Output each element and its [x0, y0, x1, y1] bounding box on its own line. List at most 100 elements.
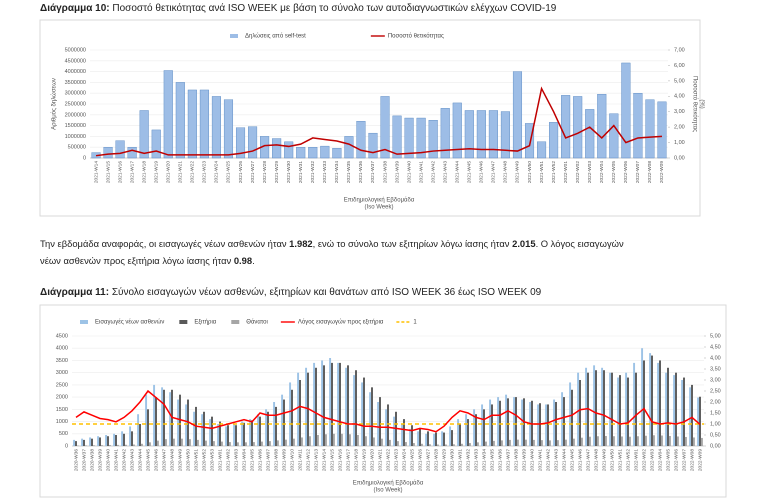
x-tick-label: 2021-W34: [481, 449, 487, 471]
x-tick-label: 2021-W08: [273, 449, 279, 471]
legend-label: Εισαγωγές νέων ασθενών: [95, 319, 164, 326]
bar: [617, 377, 620, 446]
bar: [177, 399, 180, 446]
bar: [353, 375, 356, 446]
bar: [107, 436, 109, 446]
bar: [547, 404, 549, 446]
y-tick-label: 5000000: [65, 47, 86, 53]
x-tick-label: 2020-W38: [89, 449, 95, 471]
x-tick-label: 2021-W52: [625, 449, 631, 471]
bar: [645, 99, 655, 159]
x-tick-label: 2021-W28: [433, 449, 439, 471]
x-tick-label: 2022-W01: [563, 161, 569, 183]
bar: [699, 396, 701, 446]
bar: [428, 444, 431, 446]
x-tick-label: 2021-W15: [329, 449, 335, 471]
x-tick-label: 2021-W32: [310, 161, 316, 183]
x-tick-label: 2021-W50: [527, 161, 533, 183]
legend-label: Θάνατοι: [246, 319, 268, 326]
bar: [500, 440, 503, 446]
x-tick-label: 2021-W27: [250, 161, 256, 183]
bar: [404, 117, 414, 159]
y-tick-label: 2000: [56, 395, 68, 401]
y2-tick-label: 1,00: [674, 140, 685, 146]
legend-swatch: [80, 320, 88, 324]
x-axis-title: (Iso Week): [365, 205, 394, 211]
bar: [249, 419, 252, 446]
bar: [265, 409, 268, 446]
x-tick-label: 2021-W51: [617, 449, 623, 471]
bar: [108, 445, 111, 446]
bar: [291, 389, 293, 446]
bar: [409, 428, 412, 446]
x-tick-label: 2020-W49: [177, 449, 183, 471]
y-tick-label: 4500000: [65, 58, 86, 64]
x-tick-label: 2021-W38: [513, 449, 519, 471]
bar: [475, 414, 477, 446]
x-tick-label: 2021-W24: [214, 161, 220, 183]
bar: [292, 438, 295, 446]
bar: [644, 435, 647, 446]
x-tick-label: 2021-W12: [305, 449, 311, 471]
bar: [99, 437, 101, 446]
x-tick-label: 2021-W22: [385, 449, 391, 471]
y-tick-label: 0: [65, 443, 68, 449]
x-tick-label: 2021-W24: [401, 449, 407, 471]
bar: [508, 439, 511, 446]
x-tick-label: 2020-W36: [73, 449, 79, 471]
bar: [163, 70, 173, 159]
bar: [193, 411, 196, 446]
bar: [393, 416, 396, 446]
y-tick-label: 4500: [56, 333, 68, 339]
bar: [603, 370, 605, 446]
bar: [204, 440, 207, 446]
bar: [91, 438, 93, 446]
x-tick-label: 2020-W50: [185, 449, 191, 471]
y2-tick-label: 4,00: [674, 94, 685, 100]
bar: [683, 377, 685, 446]
line: [95, 86, 663, 157]
bar: [139, 424, 141, 446]
y2-tick-label: 2,50: [710, 388, 721, 394]
bar: [180, 438, 183, 446]
x-tick-label: 2021-W43: [553, 449, 559, 471]
bar: [401, 424, 404, 446]
bar: [276, 440, 279, 446]
y-tick-label: 1500: [56, 407, 68, 413]
x-tick-label: 2021-W16: [117, 161, 123, 183]
bar: [604, 435, 607, 446]
bar: [283, 399, 285, 446]
x-tick-label: 2020-W43: [129, 449, 135, 471]
bar: [129, 426, 132, 446]
x-tick-label: 2021-W28: [262, 161, 268, 183]
bar: [209, 419, 212, 446]
bar: [417, 431, 420, 446]
x-tick-label: 2021-W40: [406, 161, 412, 183]
x-tick-label: 2020-W51: [193, 449, 199, 471]
bar: [169, 392, 172, 446]
x-tick-label: 2022-W05: [665, 449, 671, 471]
y2-tick-label: 2,00: [710, 399, 721, 405]
x-tick-label: 2021-W37: [370, 161, 376, 183]
x-tick-label: 2021-W01: [217, 449, 223, 471]
x-tick-label: 2021-W18: [141, 161, 147, 183]
y2-tick-label: 6,00: [674, 63, 685, 69]
bar: [273, 402, 276, 446]
x-tick-label: 2021-W29: [274, 161, 280, 183]
x-tick-label: 2022-W08: [647, 161, 653, 183]
x-tick-label: 2021-W51: [539, 161, 545, 183]
bar: [275, 406, 277, 446]
bar: [532, 439, 535, 446]
x-tick-label: 2022-W09: [659, 161, 665, 183]
bar: [597, 94, 607, 159]
x-tick-label: 2021-W39: [521, 449, 527, 471]
bar: [513, 397, 516, 446]
bar: [156, 440, 159, 446]
bar: [392, 115, 402, 159]
y2-axis-title: (%): [698, 99, 704, 108]
y-tick-label: 2500: [56, 382, 68, 388]
bar: [73, 439, 76, 446]
bar: [147, 409, 149, 446]
bar: [665, 372, 668, 446]
